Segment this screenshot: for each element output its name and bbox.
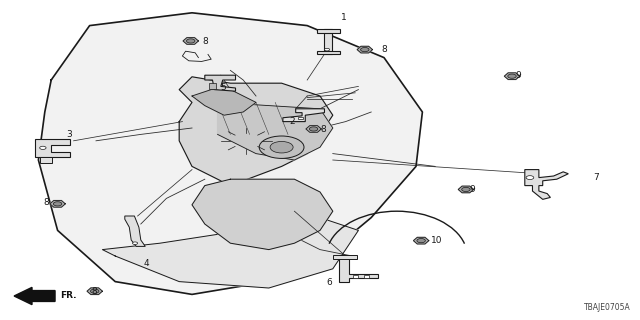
FancyBboxPatch shape <box>324 29 332 54</box>
Polygon shape <box>179 77 333 186</box>
FancyBboxPatch shape <box>40 157 52 163</box>
Polygon shape <box>183 38 198 44</box>
Text: 7: 7 <box>594 173 599 182</box>
Polygon shape <box>357 46 372 53</box>
Text: FR.: FR. <box>60 292 77 300</box>
Polygon shape <box>102 218 358 288</box>
Circle shape <box>90 289 99 293</box>
Text: 6: 6 <box>327 278 332 287</box>
Polygon shape <box>14 287 55 305</box>
Circle shape <box>40 146 46 149</box>
Circle shape <box>526 176 534 180</box>
Bar <box>364 275 369 278</box>
FancyBboxPatch shape <box>317 51 340 54</box>
Text: 10: 10 <box>431 236 442 245</box>
Polygon shape <box>306 126 321 132</box>
FancyBboxPatch shape <box>317 29 340 33</box>
Circle shape <box>53 202 62 206</box>
Polygon shape <box>458 186 474 193</box>
Text: 9: 9 <box>470 185 475 194</box>
Polygon shape <box>38 13 422 294</box>
Circle shape <box>270 141 293 153</box>
Text: 8: 8 <box>321 125 326 134</box>
Circle shape <box>132 242 138 244</box>
Circle shape <box>309 127 318 131</box>
Circle shape <box>508 74 516 78</box>
Polygon shape <box>218 102 333 160</box>
Polygon shape <box>205 75 236 91</box>
Text: 2: 2 <box>289 117 294 126</box>
Circle shape <box>324 48 330 51</box>
Bar <box>298 117 303 119</box>
Text: 9: 9 <box>516 71 521 80</box>
Circle shape <box>360 47 369 52</box>
Polygon shape <box>339 255 378 282</box>
Circle shape <box>186 39 195 43</box>
Polygon shape <box>413 237 429 244</box>
Polygon shape <box>35 139 70 157</box>
FancyBboxPatch shape <box>333 255 357 259</box>
Text: TBAJE0705A: TBAJE0705A <box>584 303 630 312</box>
Bar <box>353 275 358 278</box>
Polygon shape <box>192 179 333 250</box>
Text: 8: 8 <box>202 37 207 46</box>
Text: 4: 4 <box>143 260 148 268</box>
Polygon shape <box>50 201 65 207</box>
Polygon shape <box>87 288 102 294</box>
Polygon shape <box>283 109 324 122</box>
Circle shape <box>461 187 470 192</box>
Text: 8: 8 <box>92 287 97 296</box>
Text: 5: 5 <box>220 83 225 92</box>
Polygon shape <box>125 216 145 246</box>
Text: 1: 1 <box>342 13 347 22</box>
Polygon shape <box>525 170 568 199</box>
Polygon shape <box>192 90 256 115</box>
Text: 8: 8 <box>44 198 49 207</box>
Bar <box>209 83 216 89</box>
Polygon shape <box>504 73 520 79</box>
Circle shape <box>417 238 426 243</box>
Text: 3: 3 <box>67 130 72 139</box>
Text: 8: 8 <box>381 45 387 54</box>
Circle shape <box>259 136 304 158</box>
